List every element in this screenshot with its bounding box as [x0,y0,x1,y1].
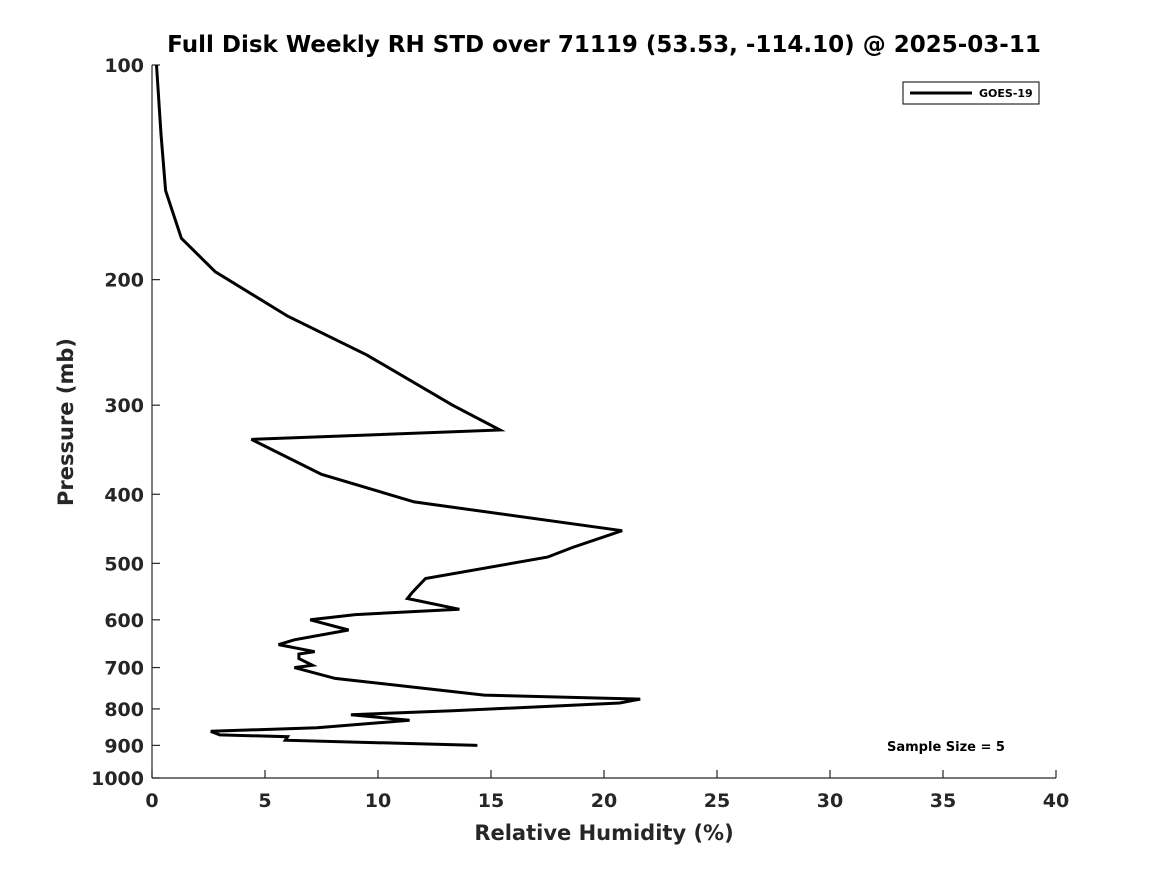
y-tick-label: 600 [104,610,144,632]
x-tick-label: 20 [591,790,617,812]
x-tick-label: 5 [258,790,271,812]
x-axis-label: Relative Humidity (%) [474,821,733,845]
legend-label-goes19: GOES-19 [979,87,1033,100]
series-line-goes-19 [155,64,641,747]
x-tick-label: 40 [1043,790,1069,812]
x-tick-label: 25 [704,790,730,812]
y-tick-label: 900 [104,735,144,757]
x-tick-label: 0 [145,790,158,812]
y-tick-label: 800 [104,699,144,721]
x-tick-label: 30 [817,790,843,812]
x-tick-label: 15 [478,790,504,812]
y-tick-label: 700 [104,658,144,680]
x-axis-ticks: 0 5 10 15 20 25 30 35 40 [145,770,1069,812]
y-axis-label: Pressure (mb) [54,338,78,506]
y-tick-label: 1000 [91,768,144,790]
y-tick-label: 400 [104,484,144,506]
x-tick-label: 35 [930,790,956,812]
y-tick-label: 200 [104,270,144,292]
y-axis-ticks: 100 200 300 400 500 600 700 800 900 1000 [91,55,160,790]
x-tick-label: 10 [365,790,391,812]
y-tick-label: 100 [104,55,144,77]
sample-size-annotation: Sample Size = 5 [887,740,1005,755]
plot-lines [155,64,641,747]
y-tick-label: 300 [104,395,144,417]
chart-title: Full Disk Weekly RH STD over 71119 (53.5… [167,32,1041,58]
y-tick-label: 500 [104,553,144,575]
legend: GOES-19 [902,81,1040,105]
